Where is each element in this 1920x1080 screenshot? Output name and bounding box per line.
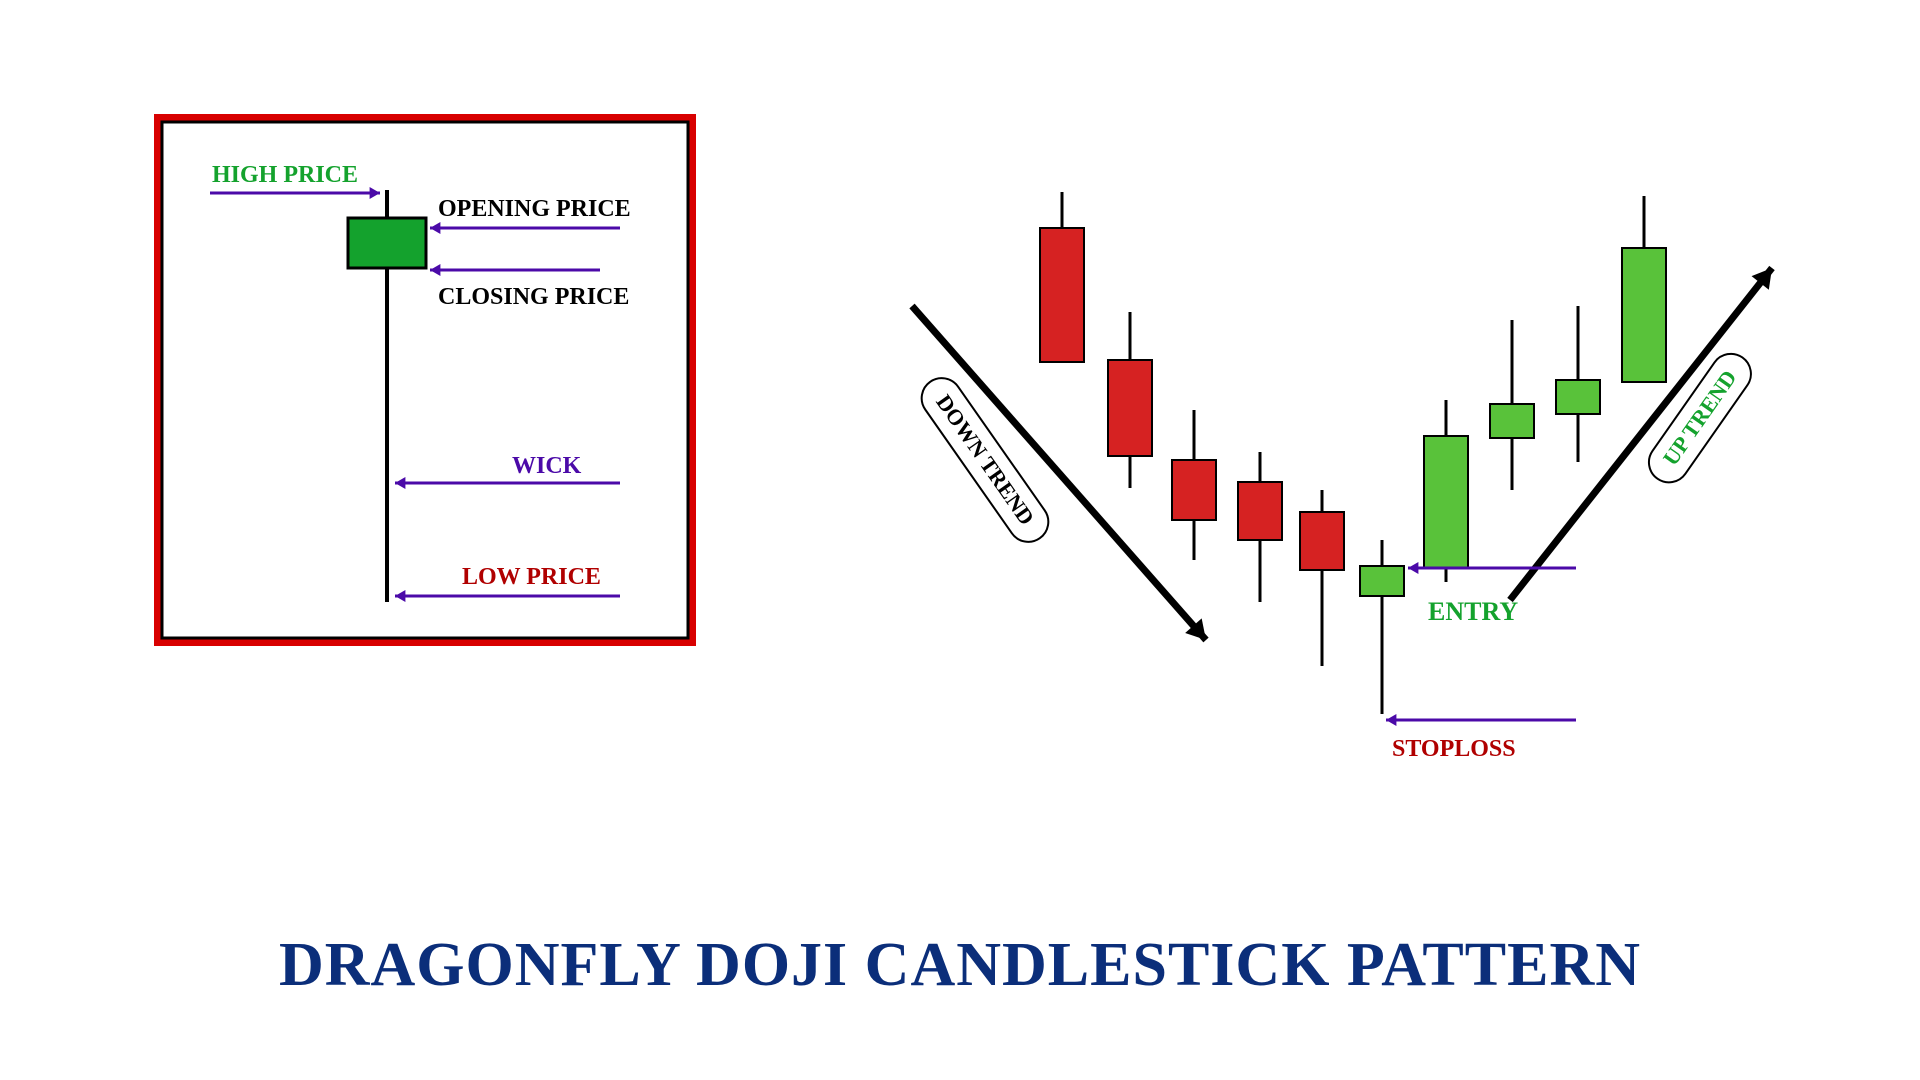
label-stoploss: STOPLOSS — [1392, 736, 1516, 763]
label-entry: ENTRY — [1428, 597, 1518, 627]
right-chart — [0, 0, 1920, 1080]
